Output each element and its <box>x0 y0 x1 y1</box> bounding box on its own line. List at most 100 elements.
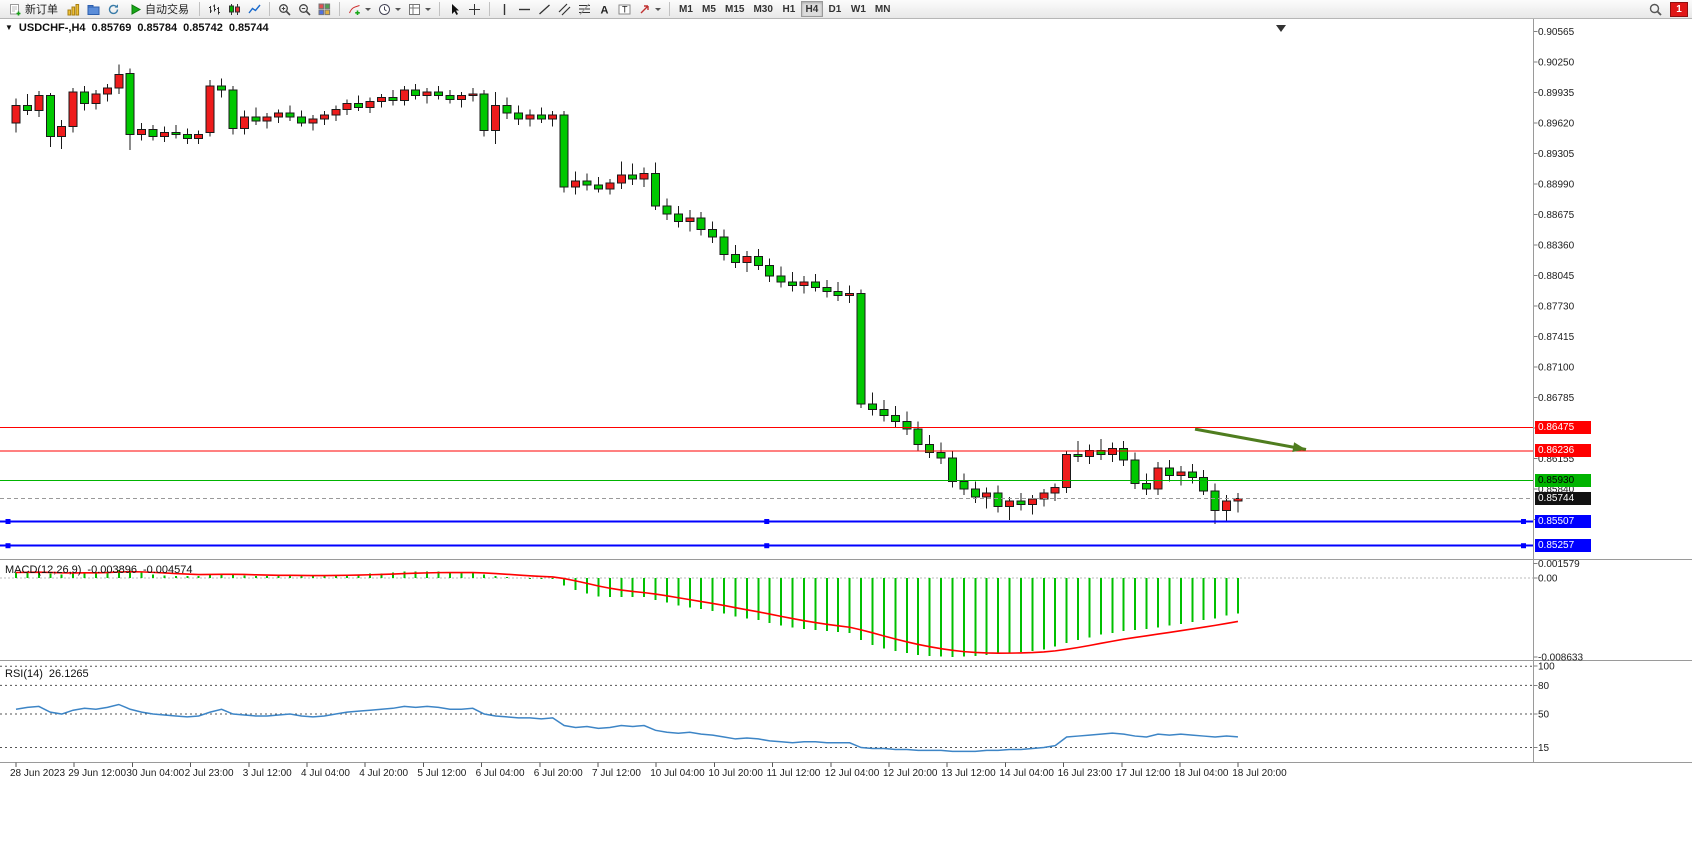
line-selection-handle[interactable] <box>5 543 11 549</box>
timeframe-mn[interactable]: MN <box>871 1 895 17</box>
candle-body <box>879 409 889 417</box>
candle-body <box>274 112 284 118</box>
search-button[interactable] <box>1646 1 1665 18</box>
indicators-button[interactable] <box>345 1 374 18</box>
candle-body <box>810 281 820 289</box>
price-chart[interactable]: 0.90565 0.90250 0.89935 0.89620 0.89305 0.889… <box>0 19 1692 846</box>
line-chart-button[interactable] <box>245 1 264 18</box>
time-axis-label: 10 Jul 20:00 <box>708 768 763 779</box>
profiles-button[interactable] <box>84 1 103 18</box>
price-axis-label: 0.86155 <box>1538 454 1575 465</box>
candle-body <box>491 104 501 132</box>
zoom-in-button[interactable] <box>275 1 294 18</box>
candle-body <box>354 102 364 108</box>
candle-body <box>80 91 90 104</box>
candle-body <box>297 116 306 124</box>
rsi-axis-label: 15 <box>1538 743 1550 754</box>
price-axis-label: 0.88045 <box>1538 271 1575 282</box>
candlestick-chart-button[interactable] <box>225 1 244 18</box>
timeframe-m15[interactable]: M15 <box>721 1 748 17</box>
new-chart-button[interactable] <box>64 1 83 18</box>
candle-body <box>662 205 672 215</box>
candle-body <box>1005 500 1015 508</box>
line-selection-handle[interactable] <box>764 543 770 549</box>
line-selection-handle[interactable] <box>764 518 770 524</box>
macd-axis-label: 0.001579 <box>1538 559 1580 570</box>
timeframe-m1[interactable]: M1 <box>675 1 697 17</box>
candle-body <box>1073 453 1083 457</box>
timeframe-m30[interactable]: M30 <box>749 1 776 17</box>
timeframe-d1[interactable]: D1 <box>824 1 846 17</box>
candle-body <box>445 95 455 101</box>
channel-button[interactable] <box>555 1 574 18</box>
arrows-button[interactable] <box>635 1 664 18</box>
time-axis-label: 12 Jul 04:00 <box>825 768 880 779</box>
macd-axis-label: 0.00 <box>1538 574 1558 585</box>
periods-button[interactable] <box>375 1 404 18</box>
bar-chart-button[interactable] <box>205 1 224 18</box>
timeframe-w1[interactable]: W1 <box>847 1 870 17</box>
price-axis-label: 0.90565 <box>1538 27 1575 38</box>
candle-body <box>593 184 603 190</box>
chart-area[interactable]: 0.90565 0.90250 0.89935 0.89620 0.89305 0.889… <box>0 19 1692 846</box>
ohlc-open: 0.85769 <box>91 22 132 34</box>
rsi-axis-label: 50 <box>1538 710 1550 721</box>
notification-badge[interactable]: 1 <box>1670 1 1688 17</box>
refresh-icon <box>108 3 119 14</box>
toolbar-separator <box>339 2 340 16</box>
candle-body <box>822 287 832 293</box>
horizontal-line-button[interactable] <box>515 1 534 18</box>
rsi-axis-label: 100 <box>1538 662 1555 673</box>
symbol-timeframe-label: USDCHF-,H4 <box>18 22 86 34</box>
candle-body <box>159 132 169 137</box>
vertical-line-button[interactable] <box>495 1 514 18</box>
trendline-button[interactable] <box>535 1 554 18</box>
candle-body <box>982 492 992 498</box>
candle-body <box>1233 498 1243 502</box>
time-axis-label: 11 Jul 12:00 <box>767 768 821 779</box>
refresh-button[interactable] <box>104 1 123 18</box>
ohlc-bars-icon <box>209 4 220 14</box>
price-tag: 0.85257 <box>1535 539 1591 553</box>
candle-body <box>34 95 44 111</box>
tile-windows-button[interactable] <box>315 1 334 18</box>
new-order-button[interactable]: 新订单 <box>4 1 63 18</box>
trend-arrow-head[interactable] <box>1292 442 1307 454</box>
one-click-trading-toggle[interactable]: ▼ <box>5 23 13 32</box>
candle-body <box>902 420 912 430</box>
price-axis-label: 0.88990 <box>1538 179 1575 190</box>
candle-body <box>388 97 398 102</box>
fibonacci-button[interactable] <box>575 1 594 18</box>
templates-button[interactable] <box>405 1 434 18</box>
text-button[interactable]: A <box>595 1 614 18</box>
candle-body <box>365 101 375 108</box>
candle-body <box>148 129 158 137</box>
candle-body <box>685 217 695 223</box>
rsi-value: 26.1265 <box>48 668 89 680</box>
trend-arrow-object[interactable] <box>1194 427 1307 451</box>
candle-body <box>1222 500 1232 512</box>
crosshair-button[interactable] <box>465 1 484 18</box>
candle-body <box>1164 467 1174 477</box>
chart-shift-marker[interactable] <box>1276 25 1286 32</box>
timeframe-h4[interactable]: H4 <box>800 1 823 17</box>
candle-body <box>936 451 946 459</box>
line-selection-handle[interactable] <box>1521 543 1526 549</box>
zoom-out-button[interactable] <box>295 1 314 18</box>
vertical-line-icon <box>503 3 506 15</box>
time-axis-label: 29 Jun 12:00 <box>68 768 126 779</box>
macd-histogram <box>15 569 1239 657</box>
line-selection-handle[interactable] <box>1521 518 1526 524</box>
text-label-button[interactable]: T <box>615 1 634 18</box>
time-axis-label: 7 Jul 12:00 <box>592 768 641 779</box>
autotrading-label: 自动交易 <box>145 4 189 16</box>
timeframe-h1[interactable]: H1 <box>778 1 800 17</box>
line-selection-handle[interactable] <box>5 518 11 524</box>
cursor-button[interactable] <box>445 1 464 18</box>
candle-body <box>708 228 718 238</box>
timeframe-m5[interactable]: M5 <box>698 1 720 17</box>
candle-body <box>114 73 124 89</box>
candle-body <box>1016 500 1026 506</box>
autotrading-button[interactable]: 自动交易 <box>124 1 194 18</box>
